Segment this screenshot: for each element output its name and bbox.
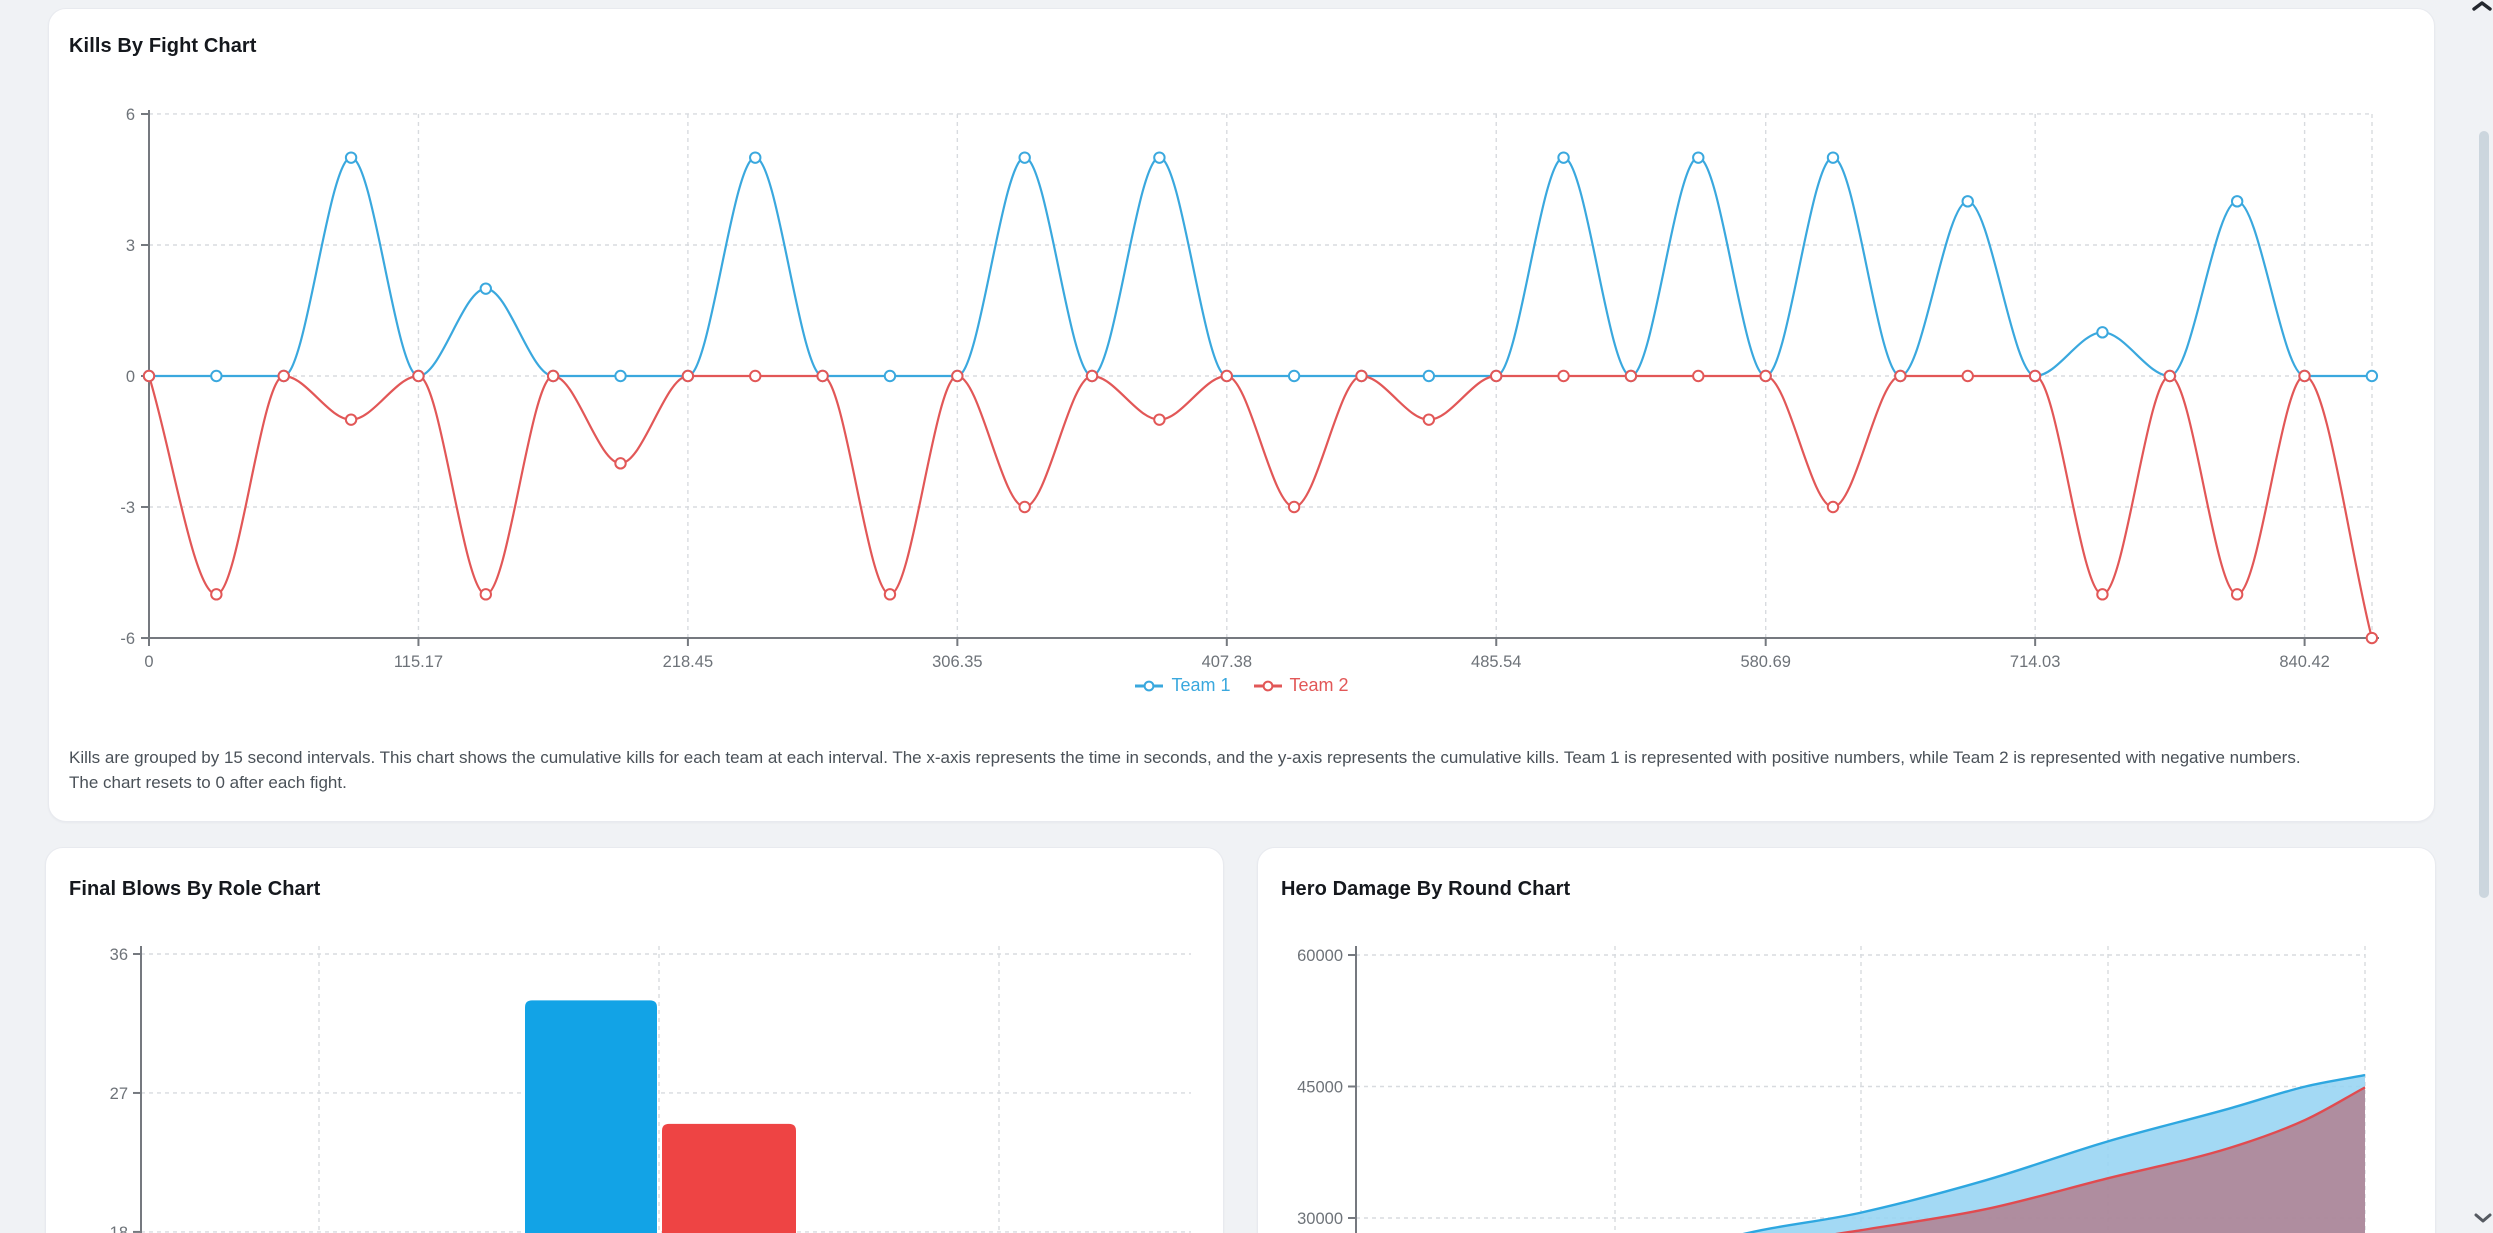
svg-text:60000: 60000 [1297,947,1343,965]
legend-item-team-1[interactable]: Team 1 [1134,675,1231,696]
kills-by-fight-title: Kills By Fight Chart [69,35,257,57]
bar-team-2 [662,1123,796,1233]
bar-team-1 [525,1000,657,1233]
svg-text:840.42: 840.42 [2279,653,2329,669]
svg-text:580.69: 580.69 [1740,653,1790,669]
svg-text:6: 6 [126,106,135,124]
line-team-2 [1835,1086,2366,1233]
line-team-1 [1742,1073,2366,1233]
chevron-up-icon[interactable] [2471,0,2493,18]
kills-by-fight-card: Kills By Fight Chart 6 3 0 -3 -6 0 115.17 218.4… [48,8,2435,822]
svg-text:3: 3 [126,237,135,255]
legend-line-marker-icon [1253,680,1282,691]
kills-by-fight-description: Kills are grouped by 15 second intervals… [69,748,2301,792]
final-blows-bar-chart[interactable]: 36 27 18 [46,848,1224,1233]
svg-text:-3: -3 [120,499,135,517]
kills-by-fight-line-chart[interactable]: 6 3 0 -3 -6 0 115.17 218.45 306.35 407.38 485.54 58… [49,9,2435,669]
hero-damage-title: Hero Damage By Round Chart [1281,878,1571,900]
legend-line-marker-icon [1135,680,1164,691]
svg-text:306.35: 306.35 [932,653,982,669]
svg-text:30000: 30000 [1297,1210,1343,1228]
svg-text:0: 0 [126,368,135,386]
svg-text:0: 0 [144,653,153,669]
final-blows-by-role-card: Final Blows By Role Chart 36 27 18 [45,847,1224,1233]
svg-text:27: 27 [110,1085,128,1103]
svg-text:407.38: 407.38 [1202,653,1252,669]
hero-damage-area-chart[interactable]: 60000 45000 30000 [1258,848,2436,1233]
legend-item-team-2[interactable]: Team 2 [1253,675,1349,696]
svg-text:485.54: 485.54 [1471,653,1521,669]
hero-damage-by-round-card: Hero Damage By Round Chart 60000 45000 300… [1257,847,2436,1233]
svg-text:115.17: 115.17 [394,653,443,669]
final-blows-title: Final Blows By Role Chart [69,878,321,900]
svg-text:-6: -6 [120,630,135,648]
area-team-2 [1843,1087,2365,1233]
svg-text:714.03: 714.03 [2010,653,2060,669]
svg-text:18: 18 [110,1224,128,1233]
svg-text:36: 36 [110,946,128,964]
chart-legend: Team 1 Team 2 [49,675,2434,696]
svg-text:45000: 45000 [1297,1079,1343,1097]
chevron-down-icon[interactable] [2473,1212,2493,1230]
series-line-team-1 [149,156,2372,378]
scrollbar-thumb[interactable] [2479,131,2489,898]
svg-text:218.45: 218.45 [663,653,713,669]
